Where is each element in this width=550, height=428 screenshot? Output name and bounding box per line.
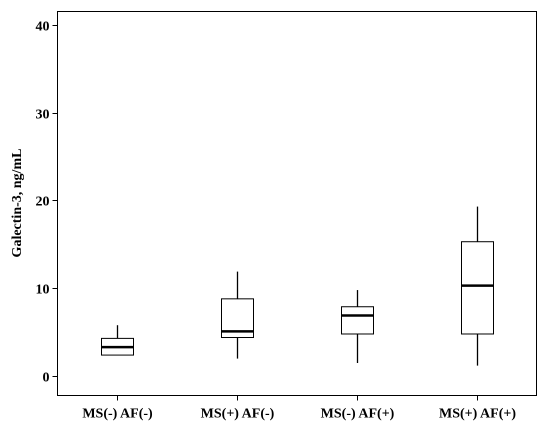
box-group xyxy=(101,325,134,356)
box-group xyxy=(461,206,494,366)
plot-frame xyxy=(57,11,537,396)
box-group xyxy=(221,271,254,359)
y-axis-label: Galectin-3, ng/mL xyxy=(10,149,25,258)
y-tick-label: 40 xyxy=(36,20,50,35)
x-tick-label: MS(-) AF(-) xyxy=(82,407,153,422)
y-tick-label: 20 xyxy=(36,195,50,210)
iqr-box xyxy=(341,306,374,335)
iqr-box xyxy=(461,241,494,335)
x-axis: MS(-) AF(-) MS(+) AF(-) MS(-) AF(+) MS(+) A… xyxy=(82,395,516,422)
x-tick-label: MS(+) AF(-) xyxy=(201,407,275,422)
boxes xyxy=(101,206,494,366)
x-tick-label: MS(-) AF(+) xyxy=(321,407,395,422)
y-tick-label: 30 xyxy=(36,108,50,123)
y-axis: 0 10 20 30 40 xyxy=(36,20,58,386)
x-tick-label: MS(+) AF(+) xyxy=(439,407,516,422)
box-group xyxy=(341,290,374,363)
y-tick-label: 0 xyxy=(43,371,50,386)
y-tick-label: 10 xyxy=(36,283,50,298)
